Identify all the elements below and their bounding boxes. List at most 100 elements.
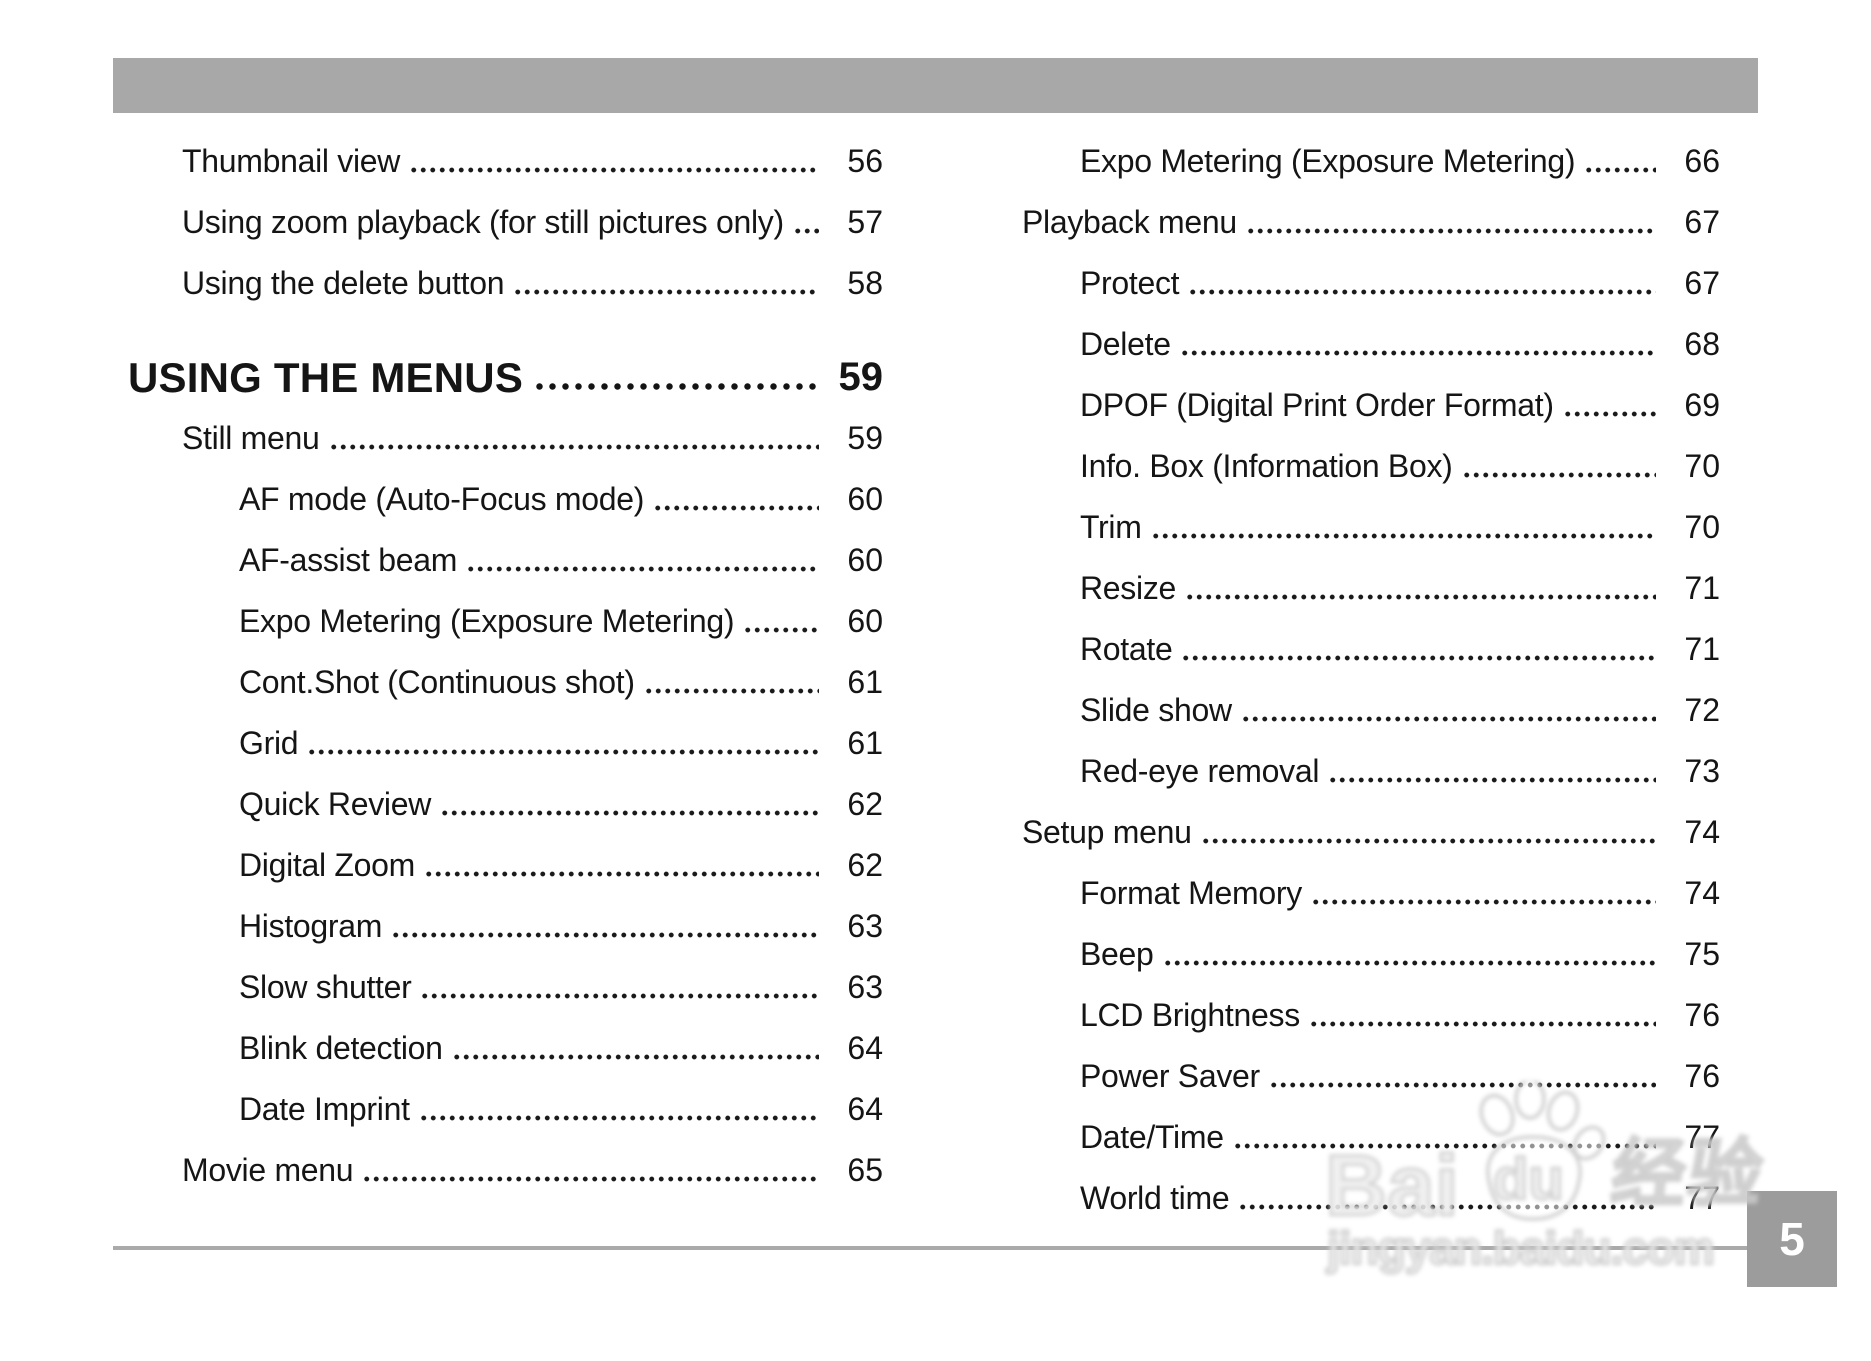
toc-entry-label: Using the delete button (182, 265, 505, 301)
toc-entry-label: Movie menu (182, 1152, 354, 1188)
toc-entry-label: Slow shutter (239, 969, 412, 1005)
toc-entry-label: Trim (1080, 509, 1142, 545)
toc-entry-page-number: 73 (1684, 753, 1720, 789)
dot-leader (1238, 1204, 1656, 1210)
toc-entry-label: Blink detection (239, 1030, 443, 1066)
toc-entry-label: Slide show (1080, 692, 1232, 728)
toc-entry: Quick Review 62 (113, 774, 883, 835)
toc-entry-label: Date Imprint (239, 1091, 410, 1127)
toc-entry-page-number: 76 (1684, 1058, 1720, 1094)
toc-entry-label: Cont.Shot (Continuous shot) (239, 664, 635, 700)
dot-leader (1185, 594, 1656, 600)
toc-entry-label: Expo Metering (Exposure Metering) (239, 603, 735, 639)
dot-leader (424, 871, 819, 877)
toc-entry-page-number: 76 (1684, 997, 1720, 1033)
toc-entry: Slow shutter 63 (113, 957, 883, 1018)
toc-entry-page-number: 64 (847, 1030, 883, 1066)
dot-leader (391, 932, 819, 938)
toc-entry-page-number: 77 (1684, 1119, 1720, 1155)
toc-entry-page-number: 72 (1684, 692, 1720, 728)
toc-entry: Protect 67 (1022, 253, 1720, 314)
toc-entry: AF-assist beam 60 (113, 530, 883, 591)
toc-entry-page-number: 59 (847, 420, 883, 456)
toc-entry-page-number: 71 (1684, 570, 1720, 606)
toc-entry: Using zoom playback (for still pictures … (113, 192, 883, 253)
toc-entry: Grid 61 (113, 713, 883, 774)
footer-rule (113, 1246, 1747, 1250)
page-number-box: 5 (1747, 1191, 1837, 1287)
dot-leader (466, 566, 819, 572)
dot-leader (1310, 899, 1656, 905)
toc-entry-page-number: 60 (847, 481, 883, 517)
page-number: 5 (1779, 1213, 1805, 1265)
toc-entry-page-number: 62 (847, 847, 883, 883)
toc-entry: Resize 71 (1022, 558, 1720, 619)
toc-entry: Histogram 63 (113, 896, 883, 957)
toc-entry-label: Red-eye removal (1080, 753, 1320, 789)
toc-entry-page-number: 67 (1684, 265, 1720, 301)
toc-entry-page-number: 68 (1684, 326, 1720, 362)
dot-leader (1188, 289, 1656, 295)
toc-entry-label: Delete (1080, 326, 1171, 362)
dot-leader (1245, 228, 1656, 234)
toc-entry-page-number: 63 (847, 969, 883, 1005)
toc-entry-page-number: 56 (847, 143, 883, 179)
dot-leader (307, 749, 819, 755)
dot-leader (653, 505, 819, 511)
toc-entry-label: Rotate (1080, 631, 1173, 667)
toc-entry: Digital Zoom 62 (113, 835, 883, 896)
toc-entry-page-number: 61 (847, 725, 883, 761)
toc-entry: Power Saver 76 (1022, 1046, 1720, 1107)
dot-leader (418, 1115, 819, 1121)
toc-entry-label: DPOF (Digital Print Order Format) (1080, 387, 1554, 423)
toc-entry-label: Grid (239, 725, 299, 761)
toc-entry-label: Using zoom playback (for still pictures … (182, 204, 784, 240)
dot-leader (1150, 533, 1656, 539)
toc-entry-page-number: 71 (1684, 631, 1720, 667)
dot-leader (409, 167, 819, 173)
toc-entry-page-number: 61 (847, 664, 883, 700)
toc-entry: Using the delete button 58 (113, 253, 883, 314)
toc-entry-page-number: 57 (847, 204, 883, 240)
dot-leader (792, 228, 819, 234)
toc-entry-page-number: 77 (1684, 1180, 1720, 1216)
dot-leader (513, 289, 819, 295)
toc-entry: USING THE MENUS 59 (113, 347, 883, 408)
toc-entry-page-number: 67 (1684, 204, 1720, 240)
toc-entry: Cont.Shot (Continuous shot) 61 (113, 652, 883, 713)
toc-entry-label: World time (1080, 1180, 1230, 1216)
toc-entry-page-number: 74 (1684, 875, 1720, 911)
toc-entry-label: Info. Box (Information Box) (1080, 448, 1453, 484)
dot-leader (1308, 1021, 1656, 1027)
dot-leader (1584, 167, 1656, 173)
dot-leader (533, 383, 819, 390)
toc-entry: Slide show 72 (1022, 680, 1720, 741)
toc-entry: AF mode (Auto-Focus mode) 60 (113, 469, 883, 530)
dot-leader (1328, 777, 1656, 783)
toc-entry-label: Date/Time (1080, 1119, 1224, 1155)
toc-entry: Expo Metering (Exposure Metering) 60 (113, 591, 883, 652)
dot-leader (1268, 1082, 1656, 1088)
dot-leader (328, 444, 819, 450)
dot-leader (440, 810, 819, 816)
dot-leader (1562, 411, 1656, 417)
toc-entry-label: Still menu (182, 420, 320, 456)
toc-entry: Setup menu 74 (1022, 802, 1720, 863)
toc-entry: Info. Box (Information Box) 70 (1022, 436, 1720, 497)
toc-entry-page-number: 63 (847, 908, 883, 944)
toc-entry: Format Memory 74 (1022, 863, 1720, 924)
toc-entry: Beep 75 (1022, 924, 1720, 985)
toc-left-column: Thumbnail view 56 Using zoom playback (f… (113, 131, 883, 1201)
toc-entry: Delete 68 (1022, 314, 1720, 375)
toc-entry-page-number: 62 (847, 786, 883, 822)
toc-entry-label: Digital Zoom (239, 847, 416, 883)
toc-entry: World time 77 (1022, 1168, 1720, 1229)
dot-leader (1200, 838, 1656, 844)
toc-entry-page-number: 70 (1684, 448, 1720, 484)
dot-leader (1461, 472, 1656, 478)
toc-entry-page-number: 70 (1684, 509, 1720, 545)
toc-entry-label: Power Saver (1080, 1058, 1260, 1094)
toc-entry: Thumbnail view 56 (113, 131, 883, 192)
toc-entry: LCD Brightness 76 (1022, 985, 1720, 1046)
